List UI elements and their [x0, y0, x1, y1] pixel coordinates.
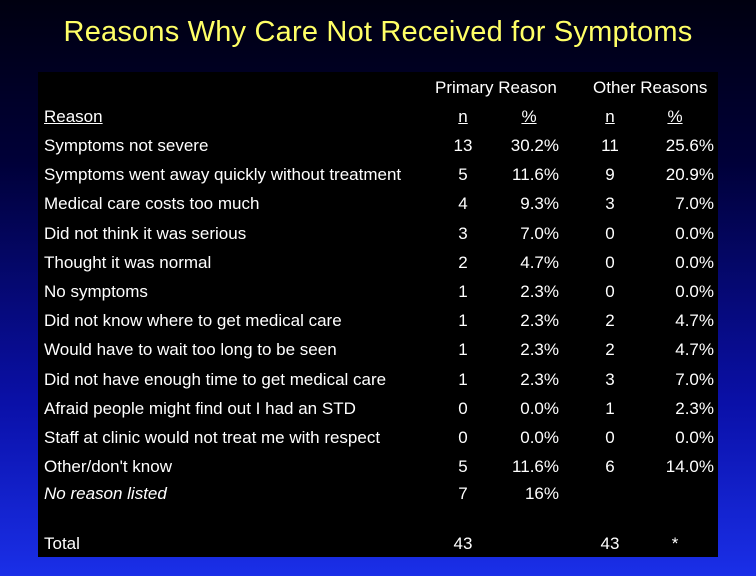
primary-n-cell: 0 [458, 399, 468, 418]
other-percent-cell: 14.0% [665, 457, 714, 476]
other-percent-cell: 0.0% [675, 428, 714, 447]
reason-cell: Symptoms went away quickly without treat… [44, 165, 402, 184]
no-reason-primary-n: 7 [458, 484, 468, 503]
primary-percent-cell: 2.3% [520, 282, 559, 301]
primary-n-cell: 1 [458, 340, 468, 359]
total-primary-n: 43 [453, 534, 473, 553]
other-reasons-header: Other Reasons [593, 78, 708, 97]
other-percent-cell: 0.0% [675, 224, 714, 243]
reason-cell: No symptoms [44, 282, 148, 301]
primary-n-cell: 4 [458, 194, 468, 213]
reason-cell: Did not have enough time to get medical … [44, 370, 387, 389]
reason-cell: Other/don't know [44, 457, 172, 476]
primary-n-header: n [458, 107, 468, 126]
reason-cell: Did not know where to get medical care [44, 311, 342, 330]
other-n-cell: 11 [601, 136, 619, 155]
reason-cell: Did not think it was serious [44, 224, 247, 243]
primary-percent-cell: 11.6% [512, 457, 559, 476]
primary-reason-header: Primary Reason [435, 78, 557, 97]
other-n-cell: 0 [605, 428, 615, 447]
other-n-cell: 9 [605, 165, 615, 184]
other-percent-cell: 0.0% [675, 282, 714, 301]
other-percent-cell: 7.0% [675, 370, 714, 389]
primary-n-cell: 2 [458, 253, 468, 272]
other-percent-cell: 4.7% [675, 311, 714, 330]
other-n-header: n [605, 107, 615, 126]
primary-percent-cell: 9.3% [520, 194, 559, 213]
other-percent-cell: 2.3% [675, 399, 714, 418]
other-percent-cell: 25.6% [665, 136, 714, 155]
other-percent-header: % [667, 107, 683, 126]
primary-percent-header: % [521, 107, 537, 126]
other-n-cell: 3 [605, 194, 615, 213]
other-percent-cell: 7.0% [675, 194, 714, 213]
reason-cell: Staff at clinic would not treat me with … [44, 428, 381, 447]
no-reason-primary-percent: 16% [524, 484, 559, 503]
primary-percent-cell: 2.3% [520, 311, 559, 330]
no-reason-label: No reason listed [44, 484, 167, 503]
other-n-cell: 6 [605, 457, 615, 476]
primary-n-cell: 5 [458, 457, 468, 476]
other-n-cell: 0 [605, 253, 615, 272]
primary-n-cell: 1 [458, 282, 468, 301]
primary-percent-cell: 0.0% [520, 399, 559, 418]
total-label: Total [44, 534, 80, 553]
other-n-cell: 2 [605, 311, 615, 330]
primary-percent-cell: 7.0% [520, 224, 559, 243]
primary-percent-cell: 2.3% [520, 370, 559, 389]
primary-percent-cell: 30.2% [510, 136, 559, 155]
primary-n-cell: 0 [458, 428, 468, 447]
reason-cell: Thought it was normal [44, 253, 212, 272]
primary-n-cell: 1 [458, 311, 468, 330]
reason-cell: Afraid people might find out I had an ST… [44, 399, 356, 418]
reason-column-header: Reason [44, 107, 103, 126]
slide-title: Reasons Why Care Not Received for Sympto… [63, 16, 693, 48]
other-n-cell: 3 [605, 370, 615, 389]
other-n-cell: 0 [605, 282, 615, 301]
reason-cell: Medical care costs too much [44, 194, 260, 213]
other-percent-cell: 4.7% [675, 340, 714, 359]
total-other-percent: * [671, 534, 679, 553]
primary-n-cell: 13 [453, 136, 473, 155]
primary-percent-cell: 2.3% [520, 340, 559, 359]
reason-cell: Would have to wait too long to be seen [44, 340, 337, 359]
other-n-cell: 1 [605, 399, 615, 418]
primary-percent-cell: 4.7% [520, 253, 559, 272]
primary-n-cell: 5 [458, 165, 468, 184]
primary-percent-cell: 0.0% [520, 428, 559, 447]
total-other-n: 43 [600, 534, 620, 553]
primary-n-cell: 1 [458, 370, 468, 389]
primary-n-cell: 3 [458, 224, 468, 243]
other-n-cell: 2 [605, 340, 615, 359]
other-percent-cell: 0.0% [675, 253, 714, 272]
other-n-cell: 0 [605, 224, 615, 243]
other-percent-cell: 20.9% [665, 165, 714, 184]
primary-percent-cell: 11.6% [512, 165, 559, 184]
reason-cell: Symptoms not severe [44, 136, 209, 155]
reasons-table: Primary Reason Other Reasons Reason n % … [38, 72, 718, 557]
